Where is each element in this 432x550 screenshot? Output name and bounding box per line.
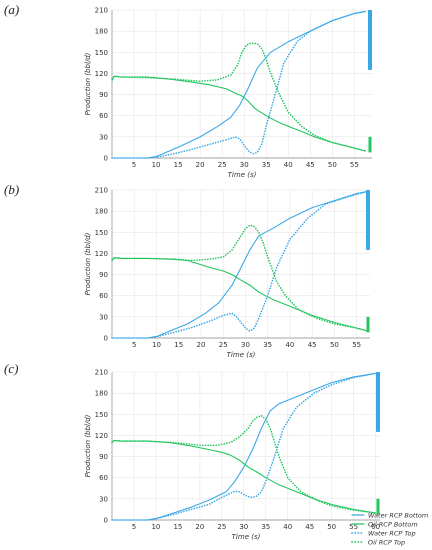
x-tick-label: 25 [217, 523, 226, 531]
x-tick-label: 35 [263, 341, 272, 349]
y-tick-label: 180 [95, 208, 108, 216]
x-tick-label: 30 [241, 341, 250, 349]
x-tick-label: 50 [330, 341, 339, 349]
y-tick-label: 180 [95, 390, 108, 398]
x-tick-label: 45 [306, 161, 315, 169]
y-axis-title: Production (bbl/d) [84, 232, 92, 295]
y-tick-label: 90 [99, 91, 108, 99]
legend-label: Water RCP Bottom [368, 511, 428, 519]
x-axis-title: Time (s) [227, 351, 256, 359]
series-line-oil-top [111, 224, 369, 332]
x-tick-label: 55 [349, 523, 358, 531]
x-tick-label: 20 [196, 161, 205, 169]
x-tick-label: 30 [239, 523, 248, 531]
x-tick-label: 45 [308, 341, 317, 349]
y-tick-label: 60 [99, 292, 108, 300]
chart-panel-2: (b) 0 30 60 90 120 150 180 210 5 10 15 20 25 30 35 40 45 5… [4, 182, 370, 359]
legend-label: Oil RCP Bottom [368, 520, 418, 528]
series-line-oil-top [111, 42, 367, 152]
chart-panel-3: (c) 0 30 60 90 120 150 180 210 5 10 15 20 25 30 35 40 45 5… [4, 361, 428, 546]
y-tick-label: 30 [99, 313, 108, 321]
x-tick-label: 25 [218, 161, 227, 169]
chart-panel-1: (a) 0 30 60 90 120 150 180 210 5 10 15 20 25 30 35 40 45 5… [4, 2, 372, 179]
y-tick-label: 60 [99, 474, 108, 482]
x-tick-label: 5 [132, 523, 136, 531]
water-end-spike [376, 372, 380, 432]
series-line-water-top [111, 10, 367, 159]
y-tick-label: 60 [99, 112, 108, 120]
series-line-water-top [111, 190, 369, 339]
y-tick-label: 180 [95, 28, 108, 36]
x-tick-label: 10 [151, 523, 160, 531]
y-tick-label: 150 [95, 49, 108, 57]
x-tick-label: 15 [174, 161, 183, 169]
x-axis-title: Time (s) [232, 533, 261, 541]
x-tick-label: 40 [283, 523, 292, 531]
y-tick-label: 210 [95, 187, 108, 195]
x-tick-label: 10 [152, 341, 161, 349]
y-tick-label: 210 [95, 7, 108, 15]
water-end-spike [368, 10, 372, 70]
oil-end-spike [366, 316, 370, 333]
x-tick-label: 55 [350, 161, 359, 169]
panel-label: (c) [4, 361, 18, 376]
x-tick-label: 35 [261, 523, 270, 531]
y-tick-label: 120 [95, 432, 108, 440]
x-tick-label: 5 [132, 341, 136, 349]
y-tick-label: 30 [99, 133, 108, 141]
panel-label: (b) [4, 182, 19, 197]
x-tick-label: 55 [352, 341, 361, 349]
x-tick-label: 25 [219, 341, 228, 349]
x-tick-label: 30 [240, 161, 249, 169]
y-tick-label: 120 [95, 70, 108, 78]
legend-label: Water RCP Top [368, 529, 416, 537]
x-tick-label: 5 [132, 161, 136, 169]
y-tick-label: 30 [99, 495, 108, 503]
series-line-water-bottom [111, 190, 369, 339]
y-tick-label: 0 [104, 155, 108, 163]
x-tick-label: 40 [285, 341, 294, 349]
series-line-water-bottom [111, 372, 377, 521]
x-tick-label: 45 [305, 523, 314, 531]
y-tick-label: 90 [99, 271, 108, 279]
x-tick-label: 10 [152, 161, 161, 169]
y-tick-label: 90 [99, 453, 108, 461]
y-axis-title: Production (bbl/d) [84, 52, 92, 115]
series-line-water-top [111, 372, 377, 521]
x-tick-label: 35 [262, 161, 271, 169]
y-tick-label: 210 [95, 369, 108, 377]
x-tick-label: 20 [195, 523, 204, 531]
panel-label: (a) [4, 2, 19, 17]
series-line-oil-top [111, 414, 377, 514]
series-line-oil-bottom [111, 75, 366, 152]
y-tick-label: 0 [104, 517, 108, 525]
x-tick-label: 20 [197, 341, 206, 349]
x-tick-label: 15 [174, 341, 183, 349]
x-tick-label: 40 [284, 161, 293, 169]
legend-label: Oil RCP Top [368, 538, 405, 546]
x-tick-label: 50 [327, 523, 336, 531]
oil-end-spike [376, 498, 380, 515]
series-line-water-bottom [111, 10, 366, 159]
water-end-spike [366, 190, 370, 250]
x-tick-label: 15 [173, 523, 182, 531]
y-tick-label: 0 [104, 335, 108, 343]
oil-end-spike [368, 136, 372, 153]
y-tick-label: 150 [95, 229, 108, 237]
x-axis-title: Time (s) [228, 171, 257, 179]
x-tick-label: 60 [371, 523, 380, 531]
x-tick-label: 50 [328, 161, 337, 169]
y-axis-title: Production (bbl/d) [84, 414, 92, 477]
y-tick-label: 150 [95, 411, 108, 419]
y-tick-label: 120 [95, 250, 108, 258]
